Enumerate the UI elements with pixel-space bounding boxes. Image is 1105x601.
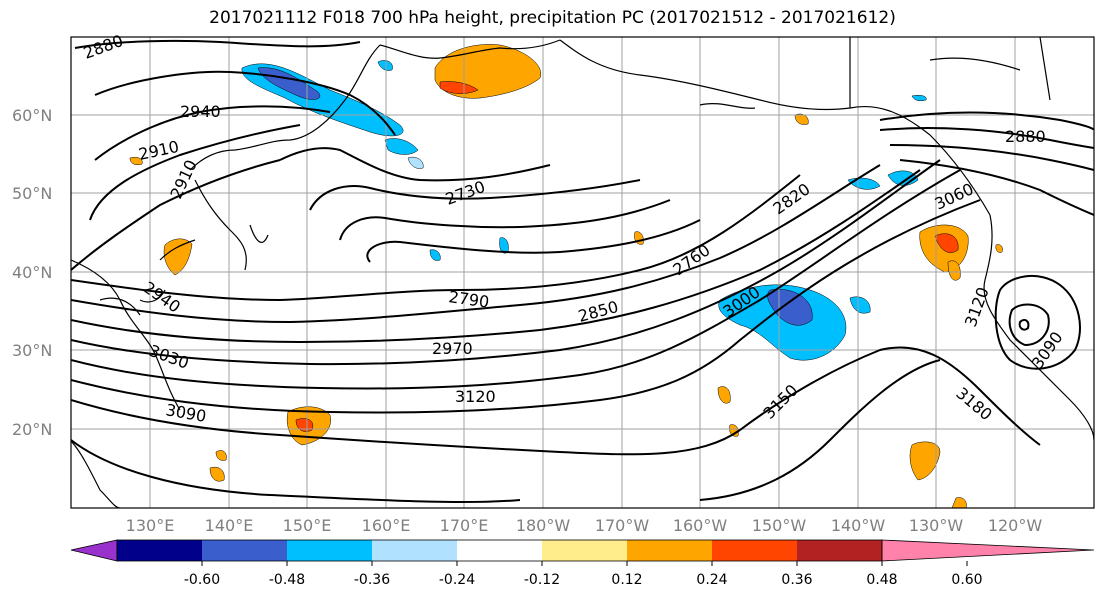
colorbar-tick-label: 0.60 [951,572,982,588]
lat-label: 50°N [12,184,52,203]
colorbar-ticks [201,561,968,566]
precip-pos-area [995,244,1003,253]
precip-pos-area [439,81,479,94]
contour-label: 2940 [180,102,221,121]
colorbar-segment [372,540,457,561]
colorbar-tick-label: 0.48 [866,572,897,588]
lon-label: 140°E [205,516,254,535]
lon-label: 150°W [752,516,807,535]
colorbar-tick-label: 0.36 [781,572,812,588]
colorbar-segment [287,540,372,561]
precip-pos-area [947,260,961,281]
precip-neg-area [718,284,847,361]
precip-shading [129,44,1003,508]
precip-neg-area [911,94,927,102]
lon-label: 150°E [283,516,332,535]
precip-pos-area [215,450,227,461]
contour-label: 2970 [432,339,473,358]
precip-neg-area [377,60,393,71]
colorbar-tick-label: -0.24 [439,572,475,588]
colorbar-segment [542,540,627,561]
colorbar-segment [627,540,712,561]
colorbar-extend-right [881,539,1095,562]
precip-pos-area [209,466,225,482]
precip-neg-area [849,296,871,314]
precip-pos-area [163,238,193,276]
map-area [71,37,1094,508]
map-title: 2017021112 F018 700 hPa height, precipit… [209,8,896,28]
colorbar-segment [712,540,797,561]
latitude-labels: 60°N 50°N 40°N 30°N 20°N [12,106,52,439]
colorbar-segment [117,540,202,561]
precip-neg-area [429,249,441,261]
colorbar-extend-left [70,539,118,562]
precip-pos-area [909,441,941,481]
precip-pos-area [951,497,967,508]
coastlines [71,37,1094,508]
precip-pos-area [129,157,143,165]
lat-label: 30°N [12,341,52,360]
lon-label: 170°E [440,516,489,535]
lon-label: 160°E [362,516,411,535]
map-frame [70,36,1095,509]
lat-label: 60°N [12,106,52,125]
colorbar-segment [202,540,287,561]
lon-label: 130°E [126,516,175,535]
colorbar-segment [797,540,882,561]
lon-label: 130°W [909,516,964,535]
lon-label: 120°W [988,516,1043,535]
precip-neg-area [384,138,419,155]
colorbar-tick-label: -0.36 [354,572,390,588]
precip-neg-area [407,156,424,169]
lat-label: 40°N [12,263,52,282]
precip-pos-area [295,418,314,432]
contour-label: 2880 [1005,127,1046,146]
colorbar-tick-label: 0.24 [696,572,727,588]
colorbar-tick-label: -0.48 [269,572,305,588]
lon-label: 170°W [595,516,650,535]
colorbar-tick-label: -0.12 [524,572,560,588]
lon-label: 140°W [831,516,886,535]
colorbar-tick-label: -0.60 [184,572,220,588]
lat-label: 20°N [12,420,52,439]
precip-pos-area [794,113,809,125]
colorbar-tick-label: 0.12 [611,572,642,588]
colorbar-segment [457,540,542,561]
precip-pos-area [717,386,731,404]
contour-label: 3120 [455,387,496,406]
lon-label: 160°W [673,516,728,535]
longitude-labels: 130°E 140°E 150°E 160°E 170°E 180°W 170°… [126,516,1043,535]
height-contours [71,39,1094,504]
colorbar: -0.60 -0.48 -0.36 -0.24 -0.12 0.12 0.24 … [70,539,1095,588]
lon-label: 180°W [516,516,571,535]
precip-pos-area [934,233,959,253]
